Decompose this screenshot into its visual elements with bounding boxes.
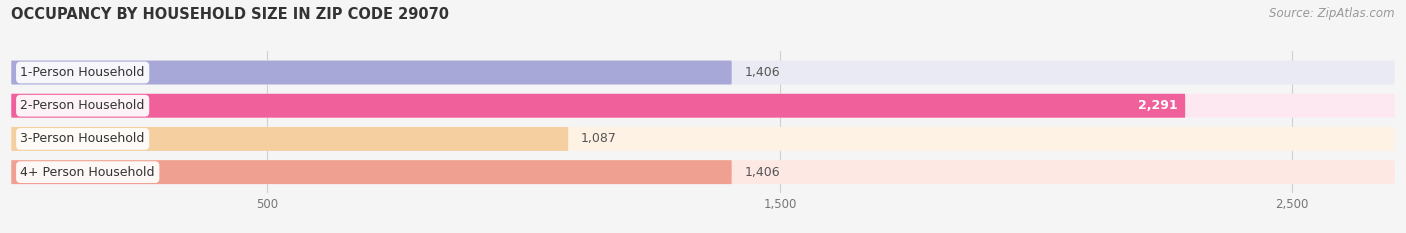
Text: 1,406: 1,406	[745, 166, 780, 179]
FancyBboxPatch shape	[11, 94, 1185, 118]
Text: 1,087: 1,087	[581, 132, 617, 145]
Text: 2-Person Household: 2-Person Household	[21, 99, 145, 112]
Text: Source: ZipAtlas.com: Source: ZipAtlas.com	[1270, 7, 1395, 20]
FancyBboxPatch shape	[11, 61, 731, 85]
Text: 3-Person Household: 3-Person Household	[21, 132, 145, 145]
Text: 1-Person Household: 1-Person Household	[21, 66, 145, 79]
FancyBboxPatch shape	[11, 127, 1395, 151]
Text: 4+ Person Household: 4+ Person Household	[21, 166, 155, 179]
Text: 2,291: 2,291	[1137, 99, 1177, 112]
FancyBboxPatch shape	[11, 160, 731, 184]
FancyBboxPatch shape	[11, 94, 1395, 118]
Text: OCCUPANCY BY HOUSEHOLD SIZE IN ZIP CODE 29070: OCCUPANCY BY HOUSEHOLD SIZE IN ZIP CODE …	[11, 7, 450, 22]
FancyBboxPatch shape	[11, 127, 568, 151]
Text: 1,406: 1,406	[745, 66, 780, 79]
FancyBboxPatch shape	[11, 160, 1395, 184]
FancyBboxPatch shape	[11, 61, 1395, 85]
